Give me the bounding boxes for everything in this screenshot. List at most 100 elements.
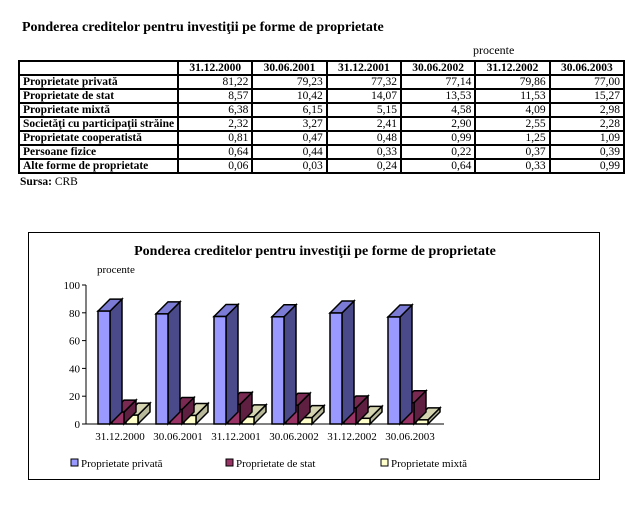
cell-value: 79,23 bbox=[251, 74, 328, 90]
legend-label: Proprietate mixtă bbox=[391, 458, 467, 470]
source-note: Sursa: CRB bbox=[20, 175, 625, 189]
y-tick-label: 0 bbox=[75, 419, 81, 431]
column-header: 31.12.2002 bbox=[474, 60, 551, 76]
table-row: Persoane fizice 0,64 0,44 0,33 0,22 0,37 0,39 bbox=[17, 144, 625, 160]
x-tick-label: 30.06.2001 bbox=[153, 431, 203, 443]
cell-value: 77,14 bbox=[400, 74, 477, 90]
cell-value: 2,90 bbox=[400, 116, 477, 132]
cell-value: 0,64 bbox=[400, 158, 477, 174]
row-label: Proprietate de stat bbox=[17, 88, 180, 104]
table-row: Alte forme de proprietate 0,06 0,03 0,24 0,6… bbox=[17, 158, 625, 174]
cell-value: 0,24 bbox=[325, 158, 403, 174]
legend-label: Proprietate privată bbox=[81, 458, 163, 470]
column-header: 30.06.2001 bbox=[251, 60, 328, 76]
cell-value: 2,98 bbox=[548, 102, 625, 118]
cell-value: 2,28 bbox=[548, 116, 625, 132]
bar bbox=[97, 310, 111, 425]
y-tick-label: 60 bbox=[69, 336, 81, 348]
legend-swatch bbox=[380, 458, 389, 467]
cell-value: 0,47 bbox=[251, 130, 328, 146]
bar-side bbox=[341, 299, 355, 426]
bar bbox=[329, 312, 343, 425]
cell-value: 15,27 bbox=[548, 88, 625, 104]
bar-side bbox=[167, 300, 181, 426]
row-label: Persoane fizice bbox=[17, 144, 180, 160]
page-title: Ponderea creditelor pentru investiţii pe… bbox=[22, 20, 384, 35]
y-tick-label: 80 bbox=[69, 308, 81, 320]
cell-value: 0,44 bbox=[251, 144, 328, 160]
y-axis-label: procente bbox=[97, 264, 135, 276]
row-label: Proprietate cooperatistă bbox=[17, 130, 180, 146]
row-label: Societăţi cu participaţii străine bbox=[17, 116, 180, 132]
cell-value: 10,42 bbox=[251, 88, 328, 104]
bar-side bbox=[109, 297, 123, 426]
cell-value: 14,07 bbox=[325, 88, 403, 104]
column-header: 31.12.2001 bbox=[325, 60, 403, 76]
x-tick-label: 31.12.2001 bbox=[211, 431, 261, 443]
cell-value: 13,53 bbox=[400, 88, 477, 104]
bar bbox=[271, 316, 285, 425]
header-blank bbox=[17, 60, 180, 76]
bar bbox=[213, 315, 227, 425]
chart-title: Ponderea creditelor pentru investiţii pe… bbox=[134, 244, 496, 259]
x-tick-label: 30.06.2003 bbox=[385, 431, 435, 443]
table-row: Societăţi cu participaţii străine 2,32 3,2… bbox=[17, 116, 625, 132]
column-header: 30.06.2002 bbox=[400, 60, 477, 76]
cell-value: 0,64 bbox=[177, 144, 254, 160]
bar-chart: Ponderea creditelor pentru investiţii pe… bbox=[28, 232, 600, 480]
cell-value: 77,00 bbox=[548, 74, 625, 90]
bar-side bbox=[283, 302, 297, 426]
cell-value: 5,15 bbox=[325, 102, 403, 118]
cell-value: 0,37 bbox=[474, 144, 551, 160]
cell-value: 0,33 bbox=[474, 158, 551, 174]
table-row: Proprietate privată 81,22 79,23 77,32 77,14 7… bbox=[17, 74, 625, 90]
cell-value: 1,09 bbox=[548, 130, 625, 146]
cell-value: 2,32 bbox=[177, 116, 254, 132]
legend-label: Proprietate de stat bbox=[236, 458, 315, 470]
cell-value: 79,86 bbox=[474, 74, 551, 90]
credits-table: 31.12.2000 30.06.2001 31.12.2001 30.06.2002… bbox=[17, 60, 625, 174]
cell-value: 77,32 bbox=[325, 74, 403, 90]
cell-value: 3,27 bbox=[251, 116, 328, 132]
row-label: Alte forme de proprietate bbox=[17, 158, 180, 174]
cell-value: 81,22 bbox=[177, 74, 254, 90]
bar bbox=[155, 313, 169, 425]
bar-side bbox=[399, 303, 413, 426]
table-row: Proprietate mixtă 6,38 6,15 5,15 4,58 4,09 2,9… bbox=[17, 102, 625, 118]
cell-value: 0,39 bbox=[548, 144, 625, 160]
row-label: Proprietate mixtă bbox=[17, 102, 180, 118]
x-tick-label: 30.06.2002 bbox=[269, 431, 319, 443]
y-tick-label: 40 bbox=[69, 363, 81, 375]
cell-value: 4,58 bbox=[400, 102, 477, 118]
source-value: CRB bbox=[54, 176, 78, 188]
legend-swatch bbox=[70, 458, 79, 467]
cell-value: 0,33 bbox=[325, 144, 403, 160]
cell-value: 4,09 bbox=[474, 102, 551, 118]
row-label: Proprietate privată bbox=[17, 74, 180, 90]
cell-value: 6,38 bbox=[177, 102, 254, 118]
unit-label: procente bbox=[473, 43, 515, 57]
x-tick-label: 31.12.2002 bbox=[327, 431, 377, 443]
table-row: Proprietate de stat 8,57 10,42 14,07 13,53 11… bbox=[17, 88, 625, 104]
cell-value: 8,57 bbox=[177, 88, 254, 104]
source-label: Sursa: bbox=[20, 176, 52, 188]
cell-value: 0,99 bbox=[400, 130, 477, 146]
table-row: Proprietate cooperatistă 0,81 0,47 0,48 0,99… bbox=[17, 130, 625, 146]
column-header: 31.12.2000 bbox=[177, 60, 254, 76]
y-tick-label: 20 bbox=[69, 391, 81, 403]
cell-value: 0,03 bbox=[251, 158, 328, 174]
cell-value: 0,22 bbox=[400, 144, 477, 160]
table-section: 31.12.2000 30.06.2001 31.12.2001 30.06.2002… bbox=[17, 60, 625, 189]
cell-value: 2,41 bbox=[325, 116, 403, 132]
bar bbox=[387, 316, 401, 425]
cell-value: 6,15 bbox=[251, 102, 328, 118]
cell-value: 1,25 bbox=[474, 130, 551, 146]
cell-value: 2,55 bbox=[474, 116, 551, 132]
bar-side bbox=[225, 302, 239, 426]
cell-value: 0,06 bbox=[177, 158, 254, 174]
x-tick-label: 31.12.2000 bbox=[95, 431, 145, 443]
cell-value: 0,48 bbox=[325, 130, 403, 146]
cell-value: 0,99 bbox=[548, 158, 625, 174]
cell-value: 0,81 bbox=[177, 130, 254, 146]
y-tick-label: 100 bbox=[64, 280, 81, 292]
